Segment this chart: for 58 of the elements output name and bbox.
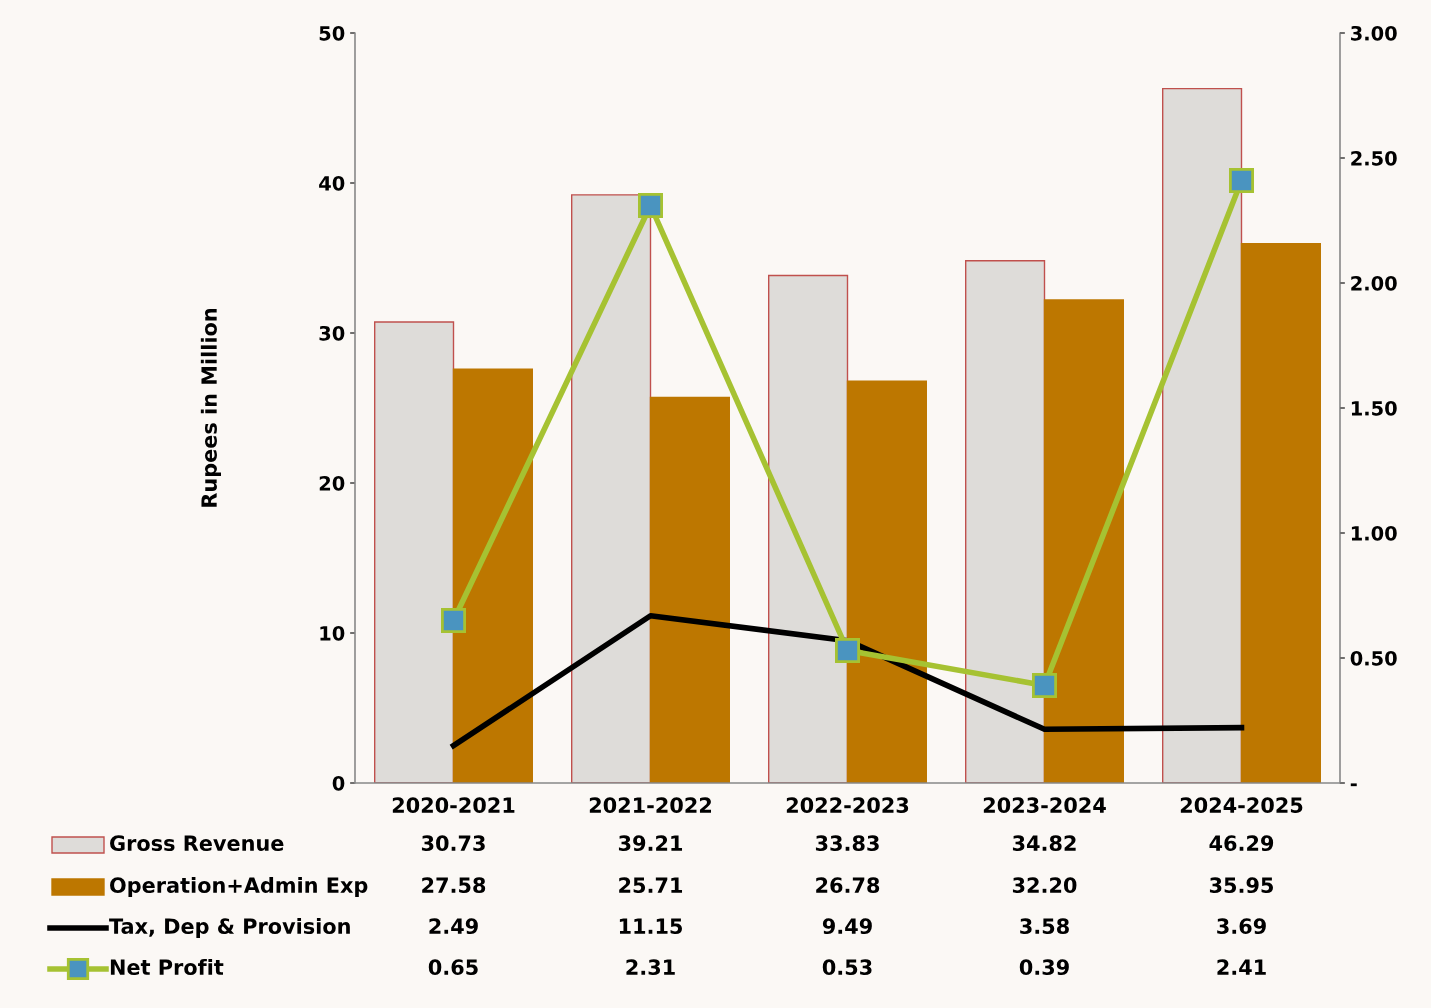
y2-tick-label: 1.00 bbox=[1351, 525, 1397, 541]
data-label: 46.29 bbox=[1209, 835, 1274, 852]
x-tick-label: 2023-2024 bbox=[983, 797, 1106, 814]
point bbox=[1229, 168, 1254, 193]
data-label: 30.73 bbox=[421, 835, 485, 852]
data-label: 26.78 bbox=[816, 877, 880, 894]
y-tick-label: 30 bbox=[319, 325, 345, 341]
data-label: 0.65 bbox=[428, 959, 478, 976]
x-tick-label: 2022-2023 bbox=[786, 797, 909, 814]
y2-tick-label: 0.50 bbox=[1350, 650, 1397, 666]
data-label: 3.58 bbox=[1020, 918, 1069, 935]
data-label: 34.82 bbox=[1012, 835, 1076, 852]
x-tick-label: 2024-2025 bbox=[1180, 797, 1303, 814]
y2-tick-label: 3.00 bbox=[1351, 25, 1397, 41]
data-label: 33.83 bbox=[815, 835, 879, 852]
data-label: 25.71 bbox=[619, 877, 683, 894]
bar bbox=[1043, 299, 1124, 783]
legend-label: Operation+Admin Exp bbox=[110, 876, 368, 898]
point bbox=[835, 638, 860, 663]
data-label: 0.39 bbox=[1019, 959, 1069, 976]
point bbox=[441, 608, 466, 633]
y-tick-label: 0 bbox=[332, 775, 345, 791]
data-label: 3.69 bbox=[1217, 918, 1266, 935]
bar bbox=[768, 274, 849, 783]
bar bbox=[374, 321, 455, 783]
point bbox=[638, 193, 663, 218]
data-label: 2.31 bbox=[626, 959, 675, 976]
data-label: 27.58 bbox=[422, 877, 486, 894]
bar bbox=[846, 380, 927, 783]
y-tick-label: 10 bbox=[320, 625, 345, 641]
data-label: 39.21 bbox=[618, 835, 683, 852]
bar bbox=[1162, 87, 1243, 783]
point bbox=[1032, 673, 1057, 698]
data-label: 11.15 bbox=[619, 918, 682, 935]
y-axis-title: Rupees in Million bbox=[200, 308, 221, 507]
bar bbox=[649, 396, 730, 783]
legend-label: Tax, Dep & Provision bbox=[109, 917, 350, 939]
bar bbox=[571, 194, 652, 783]
y2-tick-label: 1.50 bbox=[1351, 400, 1397, 416]
y2-tick-label: 2.50 bbox=[1351, 150, 1397, 166]
data-label: 2.49 bbox=[429, 918, 478, 935]
data-label: 9.49 bbox=[822, 918, 872, 935]
legend-label: Net Profit bbox=[110, 958, 224, 976]
data-label: 32.20 bbox=[1012, 877, 1077, 894]
data-label: 2.41 bbox=[1217, 959, 1266, 975]
y-tick-label: 40 bbox=[319, 175, 345, 191]
x-tick-label: 2020-2021 bbox=[392, 797, 515, 814]
bar bbox=[965, 260, 1046, 783]
bar bbox=[1240, 243, 1321, 783]
data-label: 35.95 bbox=[1209, 877, 1273, 894]
data-label: 0.53 bbox=[822, 959, 872, 976]
y2-tick-label: - bbox=[1350, 783, 1357, 787]
bar bbox=[452, 368, 533, 783]
legend-label: Gross Revenue bbox=[110, 835, 284, 852]
y2-tick-label: 2.00 bbox=[1351, 275, 1397, 291]
y-tick-label: 50 bbox=[319, 25, 345, 41]
y-tick-label: 20 bbox=[319, 475, 345, 491]
x-tick-label: 2021-2022 bbox=[589, 797, 711, 814]
